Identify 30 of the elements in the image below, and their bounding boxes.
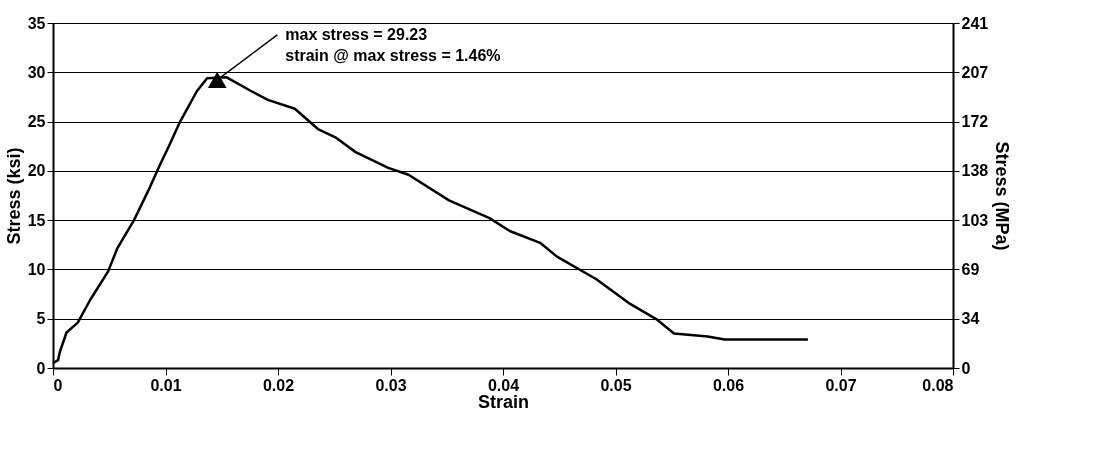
y2-tick-label: 34	[961, 310, 980, 328]
y2-tick-label: 207	[961, 63, 989, 81]
y2-tick-label: 138	[961, 162, 989, 180]
y2-tick-label: 0	[961, 359, 971, 377]
x-tick-label: 0.04	[487, 376, 520, 394]
y2-tick-label: 103	[961, 211, 989, 229]
y2-tick-label: 172	[961, 113, 989, 131]
y2-tick-label: 69	[961, 260, 980, 278]
x-tick-label: 0.07	[825, 376, 857, 394]
y-tick-label: 0	[36, 359, 46, 377]
x-tick-label: 0.08	[922, 376, 954, 394]
x-tick-label: 0.05	[600, 376, 632, 394]
x-tick-label: 0.03	[375, 376, 407, 394]
annotation: max stress = 29.23	[285, 25, 428, 43]
y-tick-label: 20	[27, 162, 46, 180]
x-axis-title: Strain	[477, 391, 530, 412]
y-tick-label: 15	[27, 211, 46, 229]
y-tick-label: 30	[27, 63, 46, 81]
y2-axis-title: Stress (MPa)	[992, 141, 1013, 251]
x-tick-label: 0	[53, 376, 63, 394]
x-tick-label: 0.06	[712, 376, 745, 394]
x-tick-label: 0.01	[150, 376, 182, 394]
y-axis-title: Stress (ksi)	[3, 147, 24, 245]
y-tick-label: 10	[27, 260, 46, 278]
y-tick-label: 25	[27, 113, 46, 131]
annotation: strain @ max stress = 1.46%	[285, 46, 501, 64]
x-tick-label: 0.02	[262, 376, 295, 394]
y-tick-label: 35	[27, 14, 46, 32]
y2-tick-label: 241	[961, 14, 989, 32]
y-tick-label: 5	[36, 310, 46, 328]
